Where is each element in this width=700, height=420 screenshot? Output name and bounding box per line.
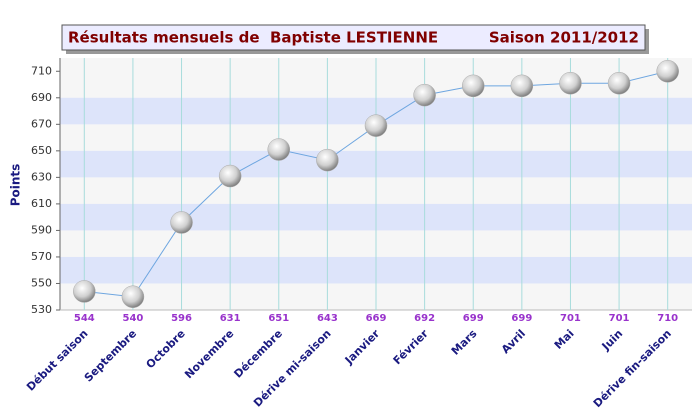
- y-tick-label: 570: [31, 250, 52, 263]
- x-tick-label: Octobre: [144, 327, 188, 371]
- y-tick-label: 630: [31, 170, 52, 183]
- marker: [73, 280, 96, 303]
- x-tick-label: Novembre: [182, 327, 236, 381]
- y-tick-label: 670: [31, 117, 52, 130]
- x-tick-label: Mars: [449, 327, 480, 358]
- x-tick-label: Juin: [599, 327, 626, 354]
- value-label: 701: [609, 313, 630, 324]
- marker: [267, 138, 291, 161]
- x-tick-label: Janvier: [342, 327, 383, 368]
- marker: [218, 164, 242, 188]
- x-tick-label: Décembre: [231, 327, 285, 381]
- marker: [656, 60, 679, 83]
- y-tick-label: 690: [31, 91, 52, 104]
- x-tick-label: Avril: [499, 327, 528, 356]
- x-tick-label: Septembre: [82, 327, 139, 384]
- marker: [316, 148, 339, 172]
- y-axis-label: Points: [9, 164, 23, 207]
- marker: [364, 114, 388, 137]
- y-tick-label: 710: [31, 64, 52, 77]
- chart-subtitle: Saison 2011/2012: [489, 29, 639, 47]
- value-label: 544: [74, 313, 95, 324]
- value-label: 699: [463, 313, 484, 324]
- y-tick-label: 550: [31, 276, 52, 289]
- value-label: 699: [511, 313, 532, 324]
- value-label: 596: [171, 313, 192, 324]
- value-label: 643: [317, 313, 338, 324]
- value-label: 540: [122, 313, 143, 324]
- title-box: [61, 24, 646, 51]
- chart-title: Résultats mensuels de Baptiste LESTIENNE: [68, 29, 438, 47]
- y-tick-label: 590: [31, 223, 52, 236]
- marker: [607, 71, 631, 95]
- y-tick-label: 650: [31, 144, 52, 157]
- value-label: 669: [366, 313, 387, 324]
- y-tick-label: 530: [31, 303, 52, 316]
- marker: [559, 71, 582, 95]
- value-label: 651: [268, 313, 289, 324]
- value-label: 710: [657, 313, 678, 324]
- value-label: 692: [414, 313, 435, 324]
- marker: [121, 285, 145, 308]
- y-tick-label: 610: [31, 197, 52, 210]
- marker: [413, 83, 436, 107]
- marker: [510, 74, 534, 98]
- value-label: 701: [560, 313, 581, 324]
- marker: [170, 211, 193, 234]
- x-tick-label: Février: [391, 327, 432, 368]
- marker: [461, 74, 485, 98]
- x-tick-label: Début saison: [24, 327, 91, 394]
- x-tick-label: Mai: [552, 327, 577, 352]
- value-label: 631: [220, 313, 241, 324]
